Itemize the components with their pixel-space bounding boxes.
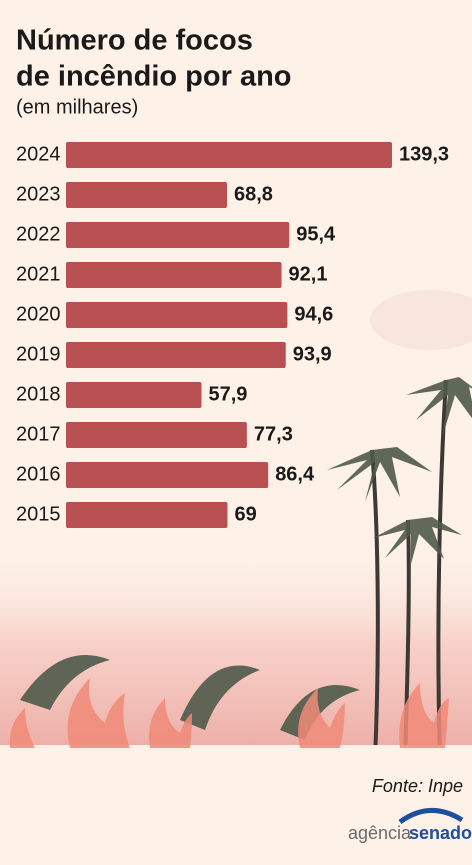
chart-subtitle: (em milhares) [16,96,138,118]
y-tick-label: 2017 [16,423,61,445]
bar [66,462,269,488]
y-tick-label: 2024 [16,143,61,165]
value-label: 57,9 [209,383,248,405]
bar [66,262,282,288]
value-label: 77,3 [254,423,293,445]
y-tick-label: 2022 [16,223,61,245]
bar [66,342,286,368]
logo-text: agência [348,823,412,843]
chart-title: Número de focos [16,25,253,57]
value-label: 68,8 [234,183,273,205]
source: Fonte: Inpe [372,776,463,796]
value-label: 139,3 [399,143,449,165]
y-tick-label: 2015 [16,503,61,525]
value-label: 95,4 [296,223,336,245]
chart-title: de incêndio por ano [16,61,292,93]
y-tick-label: 2020 [16,303,61,325]
y-tick-label: 2018 [16,383,61,405]
logo: agência senado [348,808,472,843]
bar [66,222,290,248]
bar [66,302,288,328]
logo-text: senado [409,823,472,843]
y-tick-label: 2023 [16,183,61,205]
bar [66,422,247,448]
y-tick-label: 2019 [16,343,61,365]
y-tick-label: 2021 [16,263,61,285]
bar [66,502,228,528]
illustration [0,290,472,770]
bar [66,382,202,408]
bar-chart: 2024 139,3 2023 68,8 2022 95,4 2021 92,1 2020 94,… [16,142,449,528]
value-label: 69 [234,503,256,525]
value-label: 94,6 [294,303,333,325]
y-tick-label: 2016 [16,463,61,485]
value-label: 86,4 [275,463,315,485]
logo-arc [398,808,464,825]
value-label: 92,1 [289,263,328,285]
bar [66,182,228,208]
bar [66,142,392,168]
value-label: 93,9 [293,343,332,365]
